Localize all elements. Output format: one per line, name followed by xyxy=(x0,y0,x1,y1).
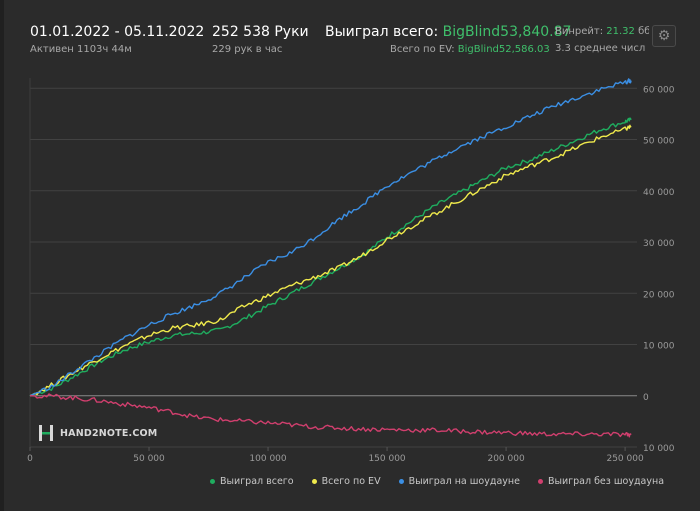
hand2note-logo-icon xyxy=(39,425,53,441)
legend: Выиграл всего Всего по EV Выиграл на шоу… xyxy=(210,474,664,488)
ev-total-value: BigBlind52,586.03 xyxy=(457,44,550,55)
legend-dot-showdown xyxy=(398,478,404,484)
series-line-showdown xyxy=(29,78,632,397)
legend-label-showdown: Выиграл на шоудауне xyxy=(408,475,520,487)
ev-total-label: Всего по EV: xyxy=(390,44,455,55)
x-tick-label: 0 xyxy=(27,454,33,464)
ev-total: Всего по EV: BigBlind52,586.03 xyxy=(390,44,550,55)
legend-dot-ev xyxy=(311,478,317,484)
legend-item-ev[interactable]: Всего по EV xyxy=(311,474,381,488)
legend-item-no-showdown[interactable]: Выиграл без шоудауна xyxy=(537,474,665,488)
gear-icon[interactable]: ⚙ xyxy=(652,25,676,47)
winrate: Винрейт: 21.32 бб xyxy=(555,26,649,37)
legend-label-won: Выиграл всего xyxy=(220,475,294,487)
y-tick-label: 60 000 xyxy=(643,85,675,95)
graph-panel xyxy=(4,0,700,511)
y-tick-label: 10 000 xyxy=(643,444,675,454)
brand-logo: HAND2NOTE.COM xyxy=(38,424,157,442)
winrate-value: 21.32 xyxy=(606,26,635,37)
x-tick-label: 200 000 xyxy=(487,454,524,464)
won-total-label: Выиграл всего: xyxy=(325,24,439,40)
series-lines xyxy=(29,78,632,438)
x-tick-label: 150 000 xyxy=(368,454,405,464)
y-tick-label: 50 000 xyxy=(643,137,675,147)
series-line-no-showdown xyxy=(30,393,632,438)
won-total: Выиграл всего: BigBlind53,840.87 xyxy=(325,24,571,40)
legend-item-showdown[interactable]: Выиграл на шоудауне xyxy=(398,474,520,488)
legend-item-won[interactable]: Выиграл всего xyxy=(210,474,294,488)
x-tick-label: 50 000 xyxy=(133,454,165,464)
active-time: Активен 1103ч 44м xyxy=(30,44,132,55)
series-line-ev xyxy=(29,124,632,397)
y-tick-label: 10 000 xyxy=(643,342,675,352)
winrate-unit: бб xyxy=(638,26,649,37)
legend-dot-won xyxy=(210,478,215,484)
y-tick-label: 20 000 xyxy=(643,290,675,300)
x-tick-label: 100 000 xyxy=(249,454,286,464)
series-line-won xyxy=(29,117,632,397)
x-tick-label: 250 000 xyxy=(606,454,643,464)
average-text: 3.3 среднее числ xyxy=(555,43,646,54)
legend-dot-no-showdown xyxy=(537,478,543,484)
won-total-value: BigBlind53,840.87 xyxy=(442,24,572,40)
brand-text: HAND2NOTE.COM xyxy=(60,427,158,439)
hands-count: 252 538 Руки xyxy=(212,24,309,40)
grid xyxy=(29,78,637,448)
hands-per-hour: 229 рук в час xyxy=(212,44,283,55)
date-range: 01.01.2022 - 05.11.2022 xyxy=(30,24,205,40)
legend-label-ev: Всего по EV xyxy=(321,475,381,487)
y-tick-label: 30 000 xyxy=(643,239,675,249)
winrate-label: Винрейт: xyxy=(555,26,604,37)
y-tick-label: 0 xyxy=(643,393,649,403)
y-tick-label: 40 000 xyxy=(643,188,675,198)
legend-label-no-showdown: Выиграл без шоудауна xyxy=(547,475,665,487)
axes: 10 000 0 10 000 20 000 30 000 40 000 50 000 60 … xyxy=(27,85,675,464)
